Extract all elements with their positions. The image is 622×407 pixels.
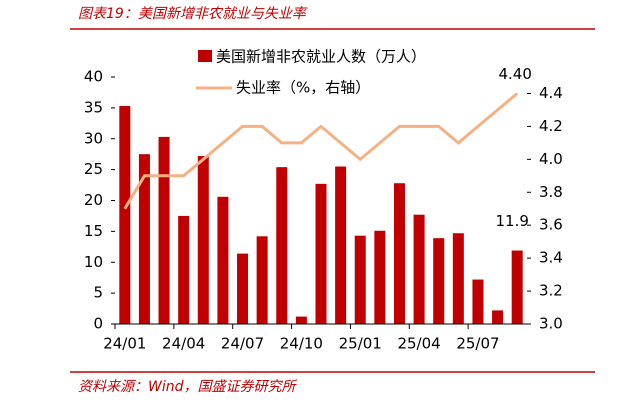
bar	[472, 279, 484, 324]
y-tick-label: 0	[93, 315, 103, 333]
bar	[492, 310, 504, 324]
x-tick-label: 24/07	[221, 335, 264, 353]
y-tick-label: 10	[84, 253, 103, 271]
page-title: 图表19：美国新增非农就业与失业率	[78, 6, 308, 22]
bar-value-label: 11.9	[495, 212, 528, 230]
bar	[197, 156, 209, 324]
bar	[237, 253, 249, 324]
source: 资料来源：Wind，国盛证券研究所	[78, 379, 297, 395]
bar	[276, 167, 288, 324]
bar	[393, 183, 405, 324]
bar	[217, 196, 229, 324]
x-tick-label: 24/01	[103, 335, 146, 353]
y2-tick-label: 4.2	[539, 117, 563, 135]
y-tick-label: 20	[84, 191, 103, 209]
bar	[335, 166, 347, 324]
bar	[433, 238, 445, 324]
bar	[315, 183, 327, 324]
bar	[374, 230, 386, 324]
y2-tick-label: 3.0	[539, 315, 563, 333]
line-value-label: 4.40	[498, 65, 531, 83]
bar	[119, 106, 131, 325]
y2-tick-label: 4.4	[539, 84, 563, 102]
bar	[452, 233, 464, 324]
bar	[295, 316, 307, 324]
y2-tick-label: 3.8	[539, 183, 563, 201]
y-tick-label: 5	[93, 284, 103, 302]
bar	[511, 250, 523, 324]
bar	[354, 235, 366, 324]
y-tick-label: 15	[84, 222, 103, 240]
y2-tick-label: 3.2	[539, 282, 563, 300]
bar	[158, 136, 170, 324]
x-tick-label: 24/10	[280, 335, 323, 353]
y2-tick-label: 3.4	[539, 249, 563, 267]
y-tick-label: 40	[84, 68, 103, 86]
y-tick-label: 30	[84, 129, 103, 147]
y-tick-label: 35	[84, 98, 103, 116]
x-tick-label: 25/07	[456, 335, 499, 353]
y-tick-label: 25	[84, 160, 103, 178]
bar	[413, 214, 425, 324]
legend-swatch	[198, 50, 212, 62]
y2-tick-label: 3.6	[539, 216, 563, 234]
legend-label: 美国新增非农就业人数（万人）	[216, 48, 426, 66]
bar	[178, 215, 190, 324]
x-tick-label: 25/01	[339, 335, 382, 353]
x-tick-label: 24/04	[162, 335, 205, 353]
bar	[256, 236, 268, 324]
legend-label: 失业率（%，右轴）	[236, 79, 370, 97]
y2-tick-label: 4.0	[539, 150, 563, 168]
x-tick-label: 25/04	[397, 335, 440, 353]
bar	[138, 154, 150, 324]
line	[123, 92, 519, 210]
